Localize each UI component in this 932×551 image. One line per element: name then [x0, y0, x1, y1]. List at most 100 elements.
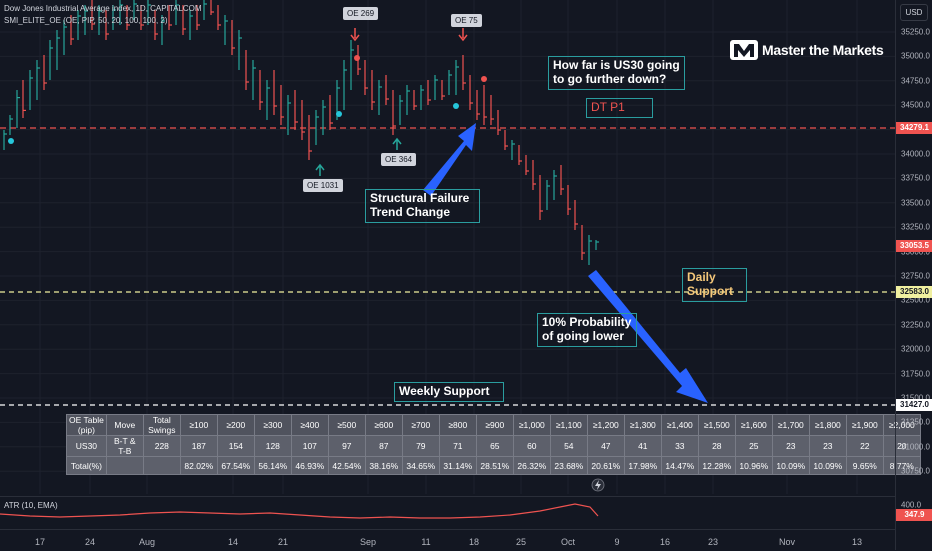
structural-annotation[interactable]: Structural Failure Trend Change — [365, 189, 480, 223]
table-cell — [105, 456, 144, 475]
table-cell: 38.16% — [364, 456, 403, 475]
table-cell: ≥1,900 — [845, 414, 884, 436]
table-cell: ≥600 — [364, 414, 403, 436]
table-cell: B-T & T-B — [105, 435, 144, 457]
dt-annotation[interactable]: DT P1 — [586, 98, 653, 118]
table-cell: 23.68% — [549, 456, 588, 475]
table-cell: 31.14% — [438, 456, 477, 475]
price-tick: 31750.0 — [901, 369, 930, 379]
table-cell: ≥1,000 — [512, 414, 551, 436]
time-tick: Sep — [359, 537, 377, 547]
table-cell: ≥500 — [327, 414, 366, 436]
price-axis[interactable]: 30750.0 31000.0 31250.0 31500.0 31750.0 32000… — [895, 0, 932, 550]
price-tick: 32500.0 — [901, 295, 930, 305]
table-cell: ≥1,400 — [660, 414, 699, 436]
table-cell: 22 — [845, 435, 884, 457]
table-cell: 23 — [808, 435, 847, 457]
time-tick: Nov — [778, 537, 796, 547]
table-cell: 47 — [586, 435, 625, 457]
price-tick: 33750.0 — [901, 173, 930, 183]
table-cell: ≥300 — [253, 414, 292, 436]
lightning-glyph — [595, 480, 601, 490]
price-tick: 33500.0 — [901, 198, 930, 208]
time-tick: 17 — [34, 537, 46, 547]
atr-value-tag: 347.9 — [896, 509, 932, 521]
brand-name: Master the Markets — [762, 42, 884, 58]
symbol-legend[interactable]: Dow Jones Industrial Average index, 1D, … — [4, 4, 202, 13]
table-cell: ≥1,200 — [586, 414, 625, 436]
table-cell: 67.54% — [216, 456, 255, 475]
table-cell: ≥2,000 — [882, 414, 921, 436]
daily-support-annotation[interactable]: Daily Support — [682, 268, 747, 302]
atr-line — [0, 503, 599, 519]
table-row: Total(%) 82.02% 67.54% 56.14% 46.93% 42.54% 38… — [66, 456, 921, 475]
time-tick: 16 — [659, 537, 671, 547]
table-cell: 41 — [623, 435, 662, 457]
table-cell: 56.14% — [253, 456, 292, 475]
table-cell: 71 — [438, 435, 477, 457]
table-cell: Total Swings — [142, 414, 181, 436]
oe-arrow-down-icon — [350, 28, 360, 42]
table-cell: 8.77% — [882, 456, 921, 475]
table-cell: 9.65% — [845, 456, 884, 475]
table-cell: OE Table (pip) — [66, 414, 107, 436]
table-cell: ≥200 — [216, 414, 255, 436]
time-tick: 21 — [277, 537, 289, 547]
table-cell: 154 — [216, 435, 255, 457]
oe-label[interactable]: OE 364 — [381, 153, 417, 166]
table-cell: 54 — [549, 435, 588, 457]
atr-legend[interactable]: ATR (10, EMA) — [4, 501, 58, 510]
oe-arrow-up-icon — [315, 163, 325, 176]
time-tick: 13 — [851, 537, 863, 547]
table-cell — [142, 456, 181, 475]
table-cell: 20 — [882, 435, 921, 457]
table-cell: 14.47% — [660, 456, 699, 475]
table-cell: 187 — [179, 435, 218, 457]
time-axis[interactable]: 17 24 Aug 14 21 Sep 11 18 25 Oct 9 16 23 Nov 13 — [0, 529, 895, 551]
daily-support-tag: 32583.0 — [896, 286, 932, 298]
oe-label[interactable]: OE 75 — [451, 14, 482, 27]
table-cell: ≥1,300 — [623, 414, 662, 436]
weekly-support-tag: 31427.0 — [896, 399, 932, 411]
table-cell: 228 — [142, 435, 181, 457]
time-tick: 11 — [421, 537, 431, 547]
table-cell: 10.96% — [734, 456, 773, 475]
time-tick: 23 — [707, 537, 719, 547]
currency-button[interactable]: USD — [900, 4, 928, 21]
table-cell: ≥1,600 — [734, 414, 773, 436]
oe-label[interactable]: OE 1031 — [303, 179, 343, 192]
table-cell: 33 — [660, 435, 699, 457]
signal-dot — [8, 138, 14, 144]
price-tick: 32750.0 — [901, 271, 930, 281]
price-tick: 34000.0 — [901, 149, 930, 159]
question-annotation[interactable]: How far is US30 going to go further down… — [548, 56, 685, 90]
signal-dot — [354, 55, 360, 61]
atr-pane[interactable] — [0, 496, 895, 530]
table-cell: 28 — [697, 435, 736, 457]
table-cell: ≥1,700 — [771, 414, 810, 436]
oe-label[interactable]: OE 269 — [343, 7, 379, 20]
table-cell: 28.51% — [475, 456, 514, 475]
table-cell: ≥800 — [438, 414, 477, 436]
table-cell: ≥900 — [475, 414, 514, 436]
table-cell: Move — [105, 414, 144, 436]
table-cell: 12.28% — [697, 456, 736, 475]
indicator-legend[interactable]: SMI_ELITE_OE (OE, PIP, 50, 20, 100, 100,… — [4, 16, 168, 25]
oe-table: OE Table (pip) Move Total Swings ≥100 ≥200 ≥3… — [66, 414, 921, 475]
candles — [3, 0, 599, 265]
table-cell: 34.65% — [401, 456, 440, 475]
last-price-tag: 33053.5 — [896, 240, 932, 252]
table-cell: 20.61% — [586, 456, 625, 475]
dt-price-tag: 34279.1 — [896, 122, 932, 134]
time-tick: 18 — [468, 537, 480, 547]
brand-logo: Master the Markets — [730, 38, 884, 62]
table-cell: ≥400 — [290, 414, 329, 436]
table-cell: 82.02% — [179, 456, 218, 475]
price-tick: 32250.0 — [901, 320, 930, 330]
price-tick: 33250.0 — [901, 222, 930, 232]
table-cell: 46.93% — [290, 456, 329, 475]
table-cell: ≥700 — [401, 414, 440, 436]
price-tick: 35000.0 — [901, 51, 930, 61]
probability-annotation[interactable]: 10% Probability of going lower — [537, 313, 637, 347]
weekly-support-annotation[interactable]: Weekly Support — [394, 382, 504, 402]
